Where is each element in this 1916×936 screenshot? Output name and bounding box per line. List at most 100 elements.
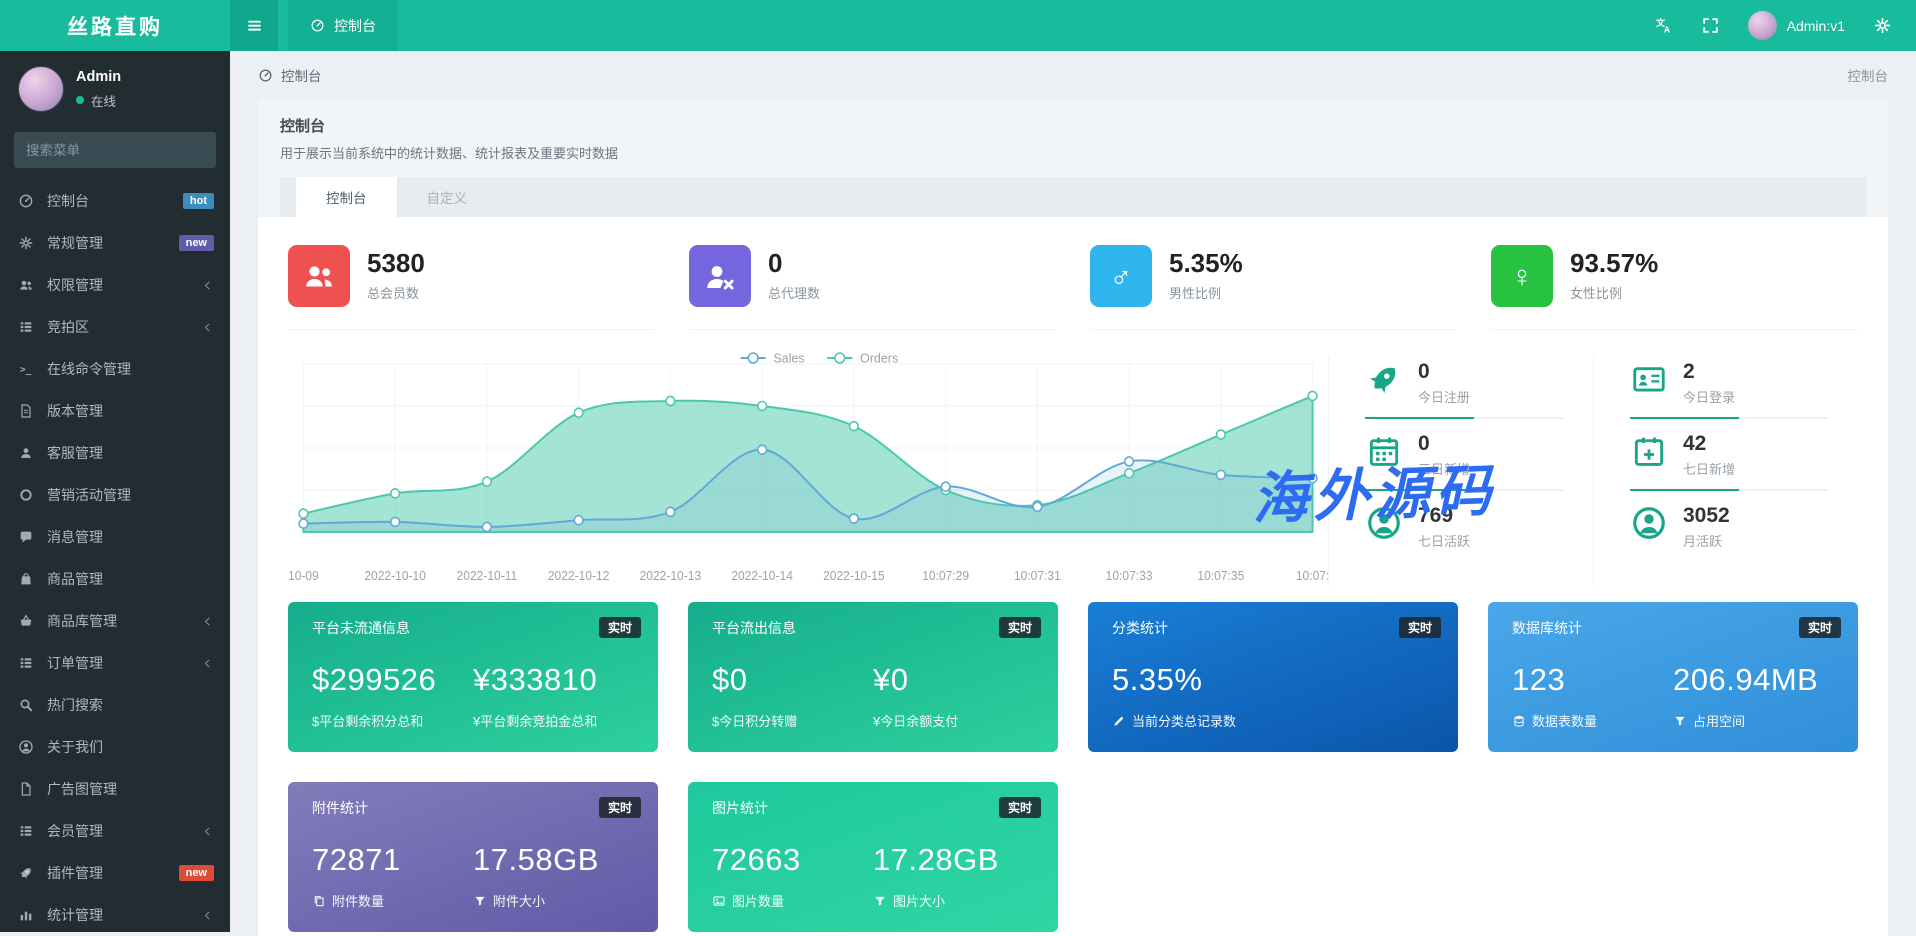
sidebar-item-label: 订单管理 (47, 653, 188, 673)
file-text-icon (18, 403, 34, 419)
admin-label: Admin:v1 (1787, 18, 1845, 34)
sidebar-item-label: 商品库管理 (47, 611, 188, 631)
sidebar-item-6[interactable]: 版本管理 (0, 390, 230, 432)
metric-value: 17.58GB (473, 842, 634, 878)
copy-icon (312, 894, 326, 908)
sidebar-item-18[interactable]: 统计管理 (0, 894, 230, 936)
card-metric: 17.58GB 附件大小 (473, 842, 634, 910)
search-icon[interactable] (215, 132, 216, 168)
calendar-plus-icon (1630, 432, 1668, 470)
user-avatar[interactable] (18, 66, 64, 112)
tab-dashboard[interactable]: 控制台 (296, 177, 397, 217)
sidebar-item-13[interactable]: 热门搜索 (0, 684, 230, 726)
metric-value: $299526 (312, 662, 473, 698)
user-status: 在线 (76, 91, 121, 110)
metric-label: ¥今日余额支付 (873, 711, 1034, 730)
card-title: 平台未流通信息 (312, 618, 634, 638)
tab-custom[interactable]: 自定义 (397, 177, 498, 217)
sidebar-item-8[interactable]: 营销活动管理 (0, 474, 230, 516)
fullscreen-icon[interactable] (1701, 16, 1720, 35)
sidebar-item-label: 客服管理 (47, 443, 214, 463)
database-icon (1512, 714, 1526, 728)
image-icon (712, 894, 726, 908)
sidebar-item-7[interactable]: 客服管理 (0, 432, 230, 474)
search-input[interactable] (14, 132, 215, 168)
svg-text:♂: ♂ (1110, 261, 1133, 294)
mini-stat-label: 今日登录 (1683, 387, 1735, 406)
sidebar-item-16[interactable]: 会员管理 (0, 810, 230, 852)
breadcrumb-home[interactable]: 控制台 (258, 65, 322, 85)
stat-3: ♂5.35%男性比例 (1090, 245, 1457, 330)
mini-stat-value: 3052 (1683, 504, 1730, 528)
navbar-avatar (1748, 11, 1777, 40)
mini-stat-value: 42 (1683, 432, 1735, 456)
sidebar-item-14[interactable]: 关于我们 (0, 726, 230, 768)
card-metrics: $0$今日积分转赠¥0¥今日余额支付 (712, 662, 1034, 730)
sidebar-item-9[interactable]: 消息管理 (0, 516, 230, 558)
cogs-icon (18, 235, 34, 251)
sidebar-item-label: 广告图管理 (47, 779, 214, 799)
sidebar-item-5[interactable]: >_ 在线命令管理 (0, 348, 230, 390)
dashboard-panel: 控制台 用于展示当前系统中的统计数据、统计报表及重要实时数据 控制台 自定义 5… (258, 99, 1888, 936)
hamburger-menu-icon[interactable] (230, 0, 278, 51)
terminal-icon: >_ (18, 361, 34, 377)
sidebar-item-label: 热门搜索 (47, 695, 214, 715)
female-icon: ♀ (1491, 245, 1553, 307)
svg-text:2022-10-10: 2022-10-10 (364, 569, 426, 583)
summary-card-2: 平台流出信息实时$0$今日积分转赠¥0¥今日余额支付 (688, 602, 1058, 752)
sidebar-item-3[interactable]: 权限管理 (0, 264, 230, 306)
speedometer-icon (258, 68, 273, 83)
sidebar-item-label: 在线命令管理 (47, 359, 214, 379)
metric-value: 72871 (312, 842, 473, 878)
card-metric: 5.35%当前分类总记录数 (1112, 662, 1273, 730)
sidebar-search (14, 132, 216, 168)
shopping-bag-icon (18, 571, 34, 587)
sidebar-item-4[interactable]: 竞拍区 (0, 306, 230, 348)
sidebar-item-label: 消息管理 (47, 527, 214, 547)
metric-label: 图片数量 (712, 891, 873, 910)
metric-value: 206.94MB (1673, 662, 1834, 698)
svg-text:♀: ♀ (1511, 261, 1534, 294)
metric-label: 占用空间 (1673, 711, 1834, 730)
svg-text:Sales: Sales (773, 350, 804, 365)
stat-value: 0 (768, 250, 820, 277)
settings-gear-icon[interactable] (1873, 16, 1892, 35)
navbar-tab-dashboard[interactable]: 控制台 (288, 0, 398, 51)
stat-label: 女性比例 (1570, 283, 1658, 302)
divider (1365, 561, 1563, 563)
svg-text:10:07:: 10:07: (1296, 569, 1328, 583)
sidebar-user-panel: Admin 在线 (0, 51, 230, 124)
card-metric: $0$今日积分转赠 (712, 662, 873, 730)
metric-label: 图片大小 (873, 891, 1034, 910)
th-list-icon (18, 655, 34, 671)
app-logo[interactable]: 丝路直购 (0, 0, 230, 51)
realtime-badge: 实时 (599, 617, 641, 638)
admin-menu[interactable]: Admin:v1 (1748, 11, 1845, 40)
sidebar-item-12[interactable]: 订单管理 (0, 642, 230, 684)
user-icon (18, 445, 34, 461)
card-title: 图片统计 (712, 798, 1034, 818)
calendar-icon (1365, 432, 1403, 470)
chevron-left-icon (201, 909, 214, 922)
metric-label: 附件大小 (473, 891, 634, 910)
sidebar-item-10[interactable]: 商品管理 (0, 558, 230, 600)
id-card-icon (1630, 360, 1668, 398)
chevron-left-icon (201, 657, 214, 670)
user-name: Admin (76, 69, 121, 85)
sidebar-item-11[interactable]: 商品库管理 (0, 600, 230, 642)
sidebar-item-15[interactable]: 广告图管理 (0, 768, 230, 810)
